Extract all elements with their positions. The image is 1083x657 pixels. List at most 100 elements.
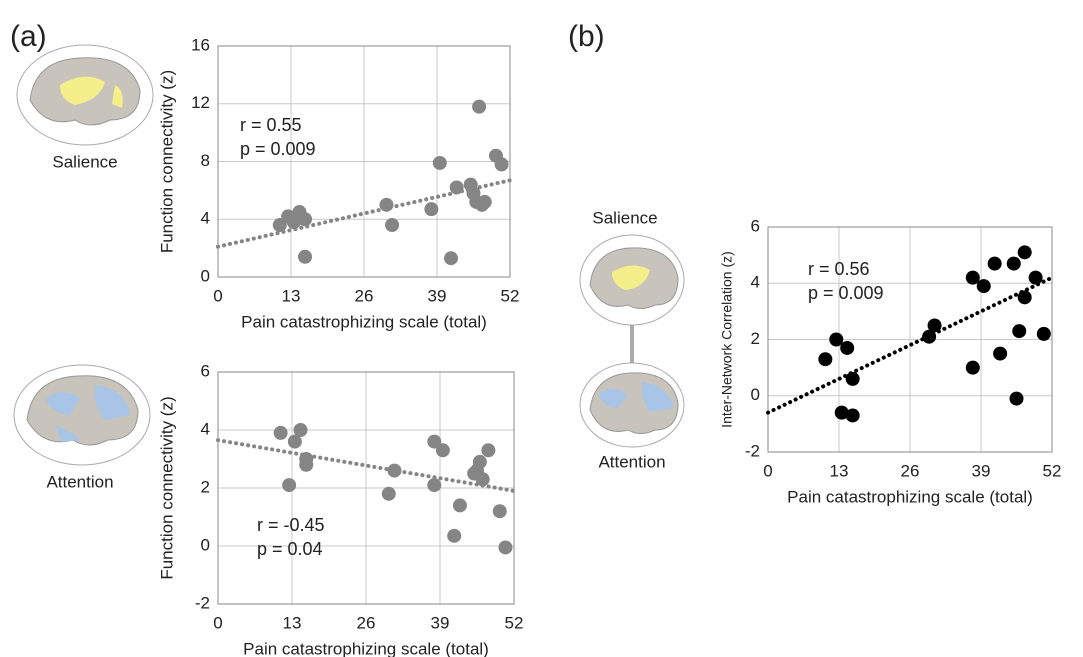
data-point — [1017, 245, 1032, 260]
y-tick-label: 0 — [201, 266, 210, 285]
network-label: Salience — [52, 152, 117, 171]
data-point — [1036, 326, 1051, 341]
network-label: Salience — [592, 208, 657, 227]
y-tick-label: 0 — [751, 385, 760, 404]
y-tick-label: 6 — [201, 361, 210, 380]
x-tick-label: 0 — [213, 286, 222, 305]
y-tick-label: 0 — [201, 535, 210, 554]
data-point — [472, 454, 487, 469]
data-point — [987, 256, 1002, 271]
annotation: r = 0.56 — [808, 259, 870, 279]
annotation: p = 0.009 — [240, 139, 316, 159]
data-point — [498, 540, 513, 555]
y-tick-label: 4 — [201, 419, 210, 438]
y-tick-label: -2 — [745, 441, 760, 460]
data-point — [381, 486, 396, 501]
y-tick-label: 6 — [751, 216, 760, 235]
data-point — [834, 405, 849, 420]
brain-attention-a — [13, 364, 151, 466]
y-tick-label: 4 — [201, 209, 210, 228]
brain-salience-a — [16, 44, 154, 146]
x-tick-label: 0 — [763, 461, 772, 480]
y-tick-label: -2 — [195, 593, 210, 612]
y-axis-label: Function connectivity (z) — [157, 70, 176, 253]
brain-attention-b — [579, 362, 685, 448]
data-point — [993, 346, 1008, 361]
data-point — [1009, 391, 1024, 406]
data-point — [385, 218, 400, 233]
data-point — [447, 528, 462, 543]
y-axis-label: Function connectivity (z) — [157, 396, 176, 579]
trend-line — [216, 178, 512, 249]
data-point — [492, 504, 507, 519]
x-tick-label: 13 — [830, 461, 849, 480]
data-point — [845, 408, 860, 423]
x-tick-label: 39 — [431, 613, 450, 632]
x-tick-label: 13 — [283, 613, 302, 632]
data-point — [424, 202, 439, 217]
data-point — [287, 434, 302, 449]
x-tick-label: 13 — [282, 286, 301, 305]
data-point — [387, 463, 402, 478]
y-tick-label: 16 — [191, 35, 210, 54]
data-point — [494, 157, 509, 172]
data-point — [435, 443, 450, 458]
annotation: r = 0.55 — [240, 115, 302, 135]
data-point — [379, 197, 394, 212]
annotation: p = 0.009 — [808, 283, 884, 303]
y-tick-label: 12 — [191, 93, 210, 112]
data-point — [452, 498, 467, 513]
data-point — [298, 249, 313, 264]
data-point — [427, 434, 442, 449]
data-point — [477, 194, 492, 209]
data-point — [1028, 270, 1043, 285]
data-point — [475, 472, 490, 487]
data-point — [282, 478, 297, 493]
x-tick-label: 26 — [901, 461, 920, 480]
data-point — [298, 212, 313, 227]
data-point — [427, 478, 442, 493]
data-point — [965, 270, 980, 285]
data-point — [481, 443, 496, 458]
plot-frame — [217, 45, 511, 278]
annotation: p = 0.04 — [257, 539, 323, 559]
trend-line — [216, 438, 516, 493]
x-axis-label: Pain catastrophizing scale (total) — [241, 312, 487, 331]
x-tick-label: 0 — [213, 613, 222, 632]
data-point — [1006, 256, 1021, 271]
plot-frame — [217, 371, 515, 605]
network-label: Attention — [46, 472, 113, 491]
y-tick-label: 2 — [751, 329, 760, 348]
y-tick-label: 4 — [751, 273, 760, 292]
annotation: r = -0.45 — [257, 515, 325, 535]
data-point — [273, 425, 288, 440]
data-point — [1012, 324, 1027, 339]
x-tick-label: 39 — [428, 286, 447, 305]
data-point — [965, 360, 980, 375]
data-point — [444, 251, 459, 266]
panel-label: (a) — [10, 20, 47, 53]
data-point — [293, 423, 308, 437]
x-tick-label: 52 — [505, 613, 524, 632]
data-point — [272, 218, 287, 233]
x-axis-label: Pain catastrophizing scale (total) — [787, 487, 1033, 506]
x-tick-label: 52 — [1043, 461, 1062, 480]
x-tick-label: 26 — [357, 613, 376, 632]
data-point — [976, 279, 991, 294]
panel-label: (b) — [568, 20, 605, 53]
x-axis-label: Pain catastrophizing scale (total) — [243, 639, 489, 657]
data-point — [818, 352, 833, 367]
y-tick-label: 2 — [201, 477, 210, 496]
data-point — [432, 155, 447, 170]
y-axis-label: Inter-Network Correlation (z) — [719, 251, 735, 428]
data-point — [845, 371, 860, 386]
x-tick-label: 39 — [972, 461, 991, 480]
x-tick-label: 26 — [355, 286, 374, 305]
network-label: Attention — [598, 452, 665, 471]
x-tick-label: 52 — [501, 286, 520, 305]
data-point — [927, 318, 942, 333]
data-point — [472, 99, 487, 114]
trend-line — [766, 275, 1054, 415]
data-point — [840, 340, 855, 355]
